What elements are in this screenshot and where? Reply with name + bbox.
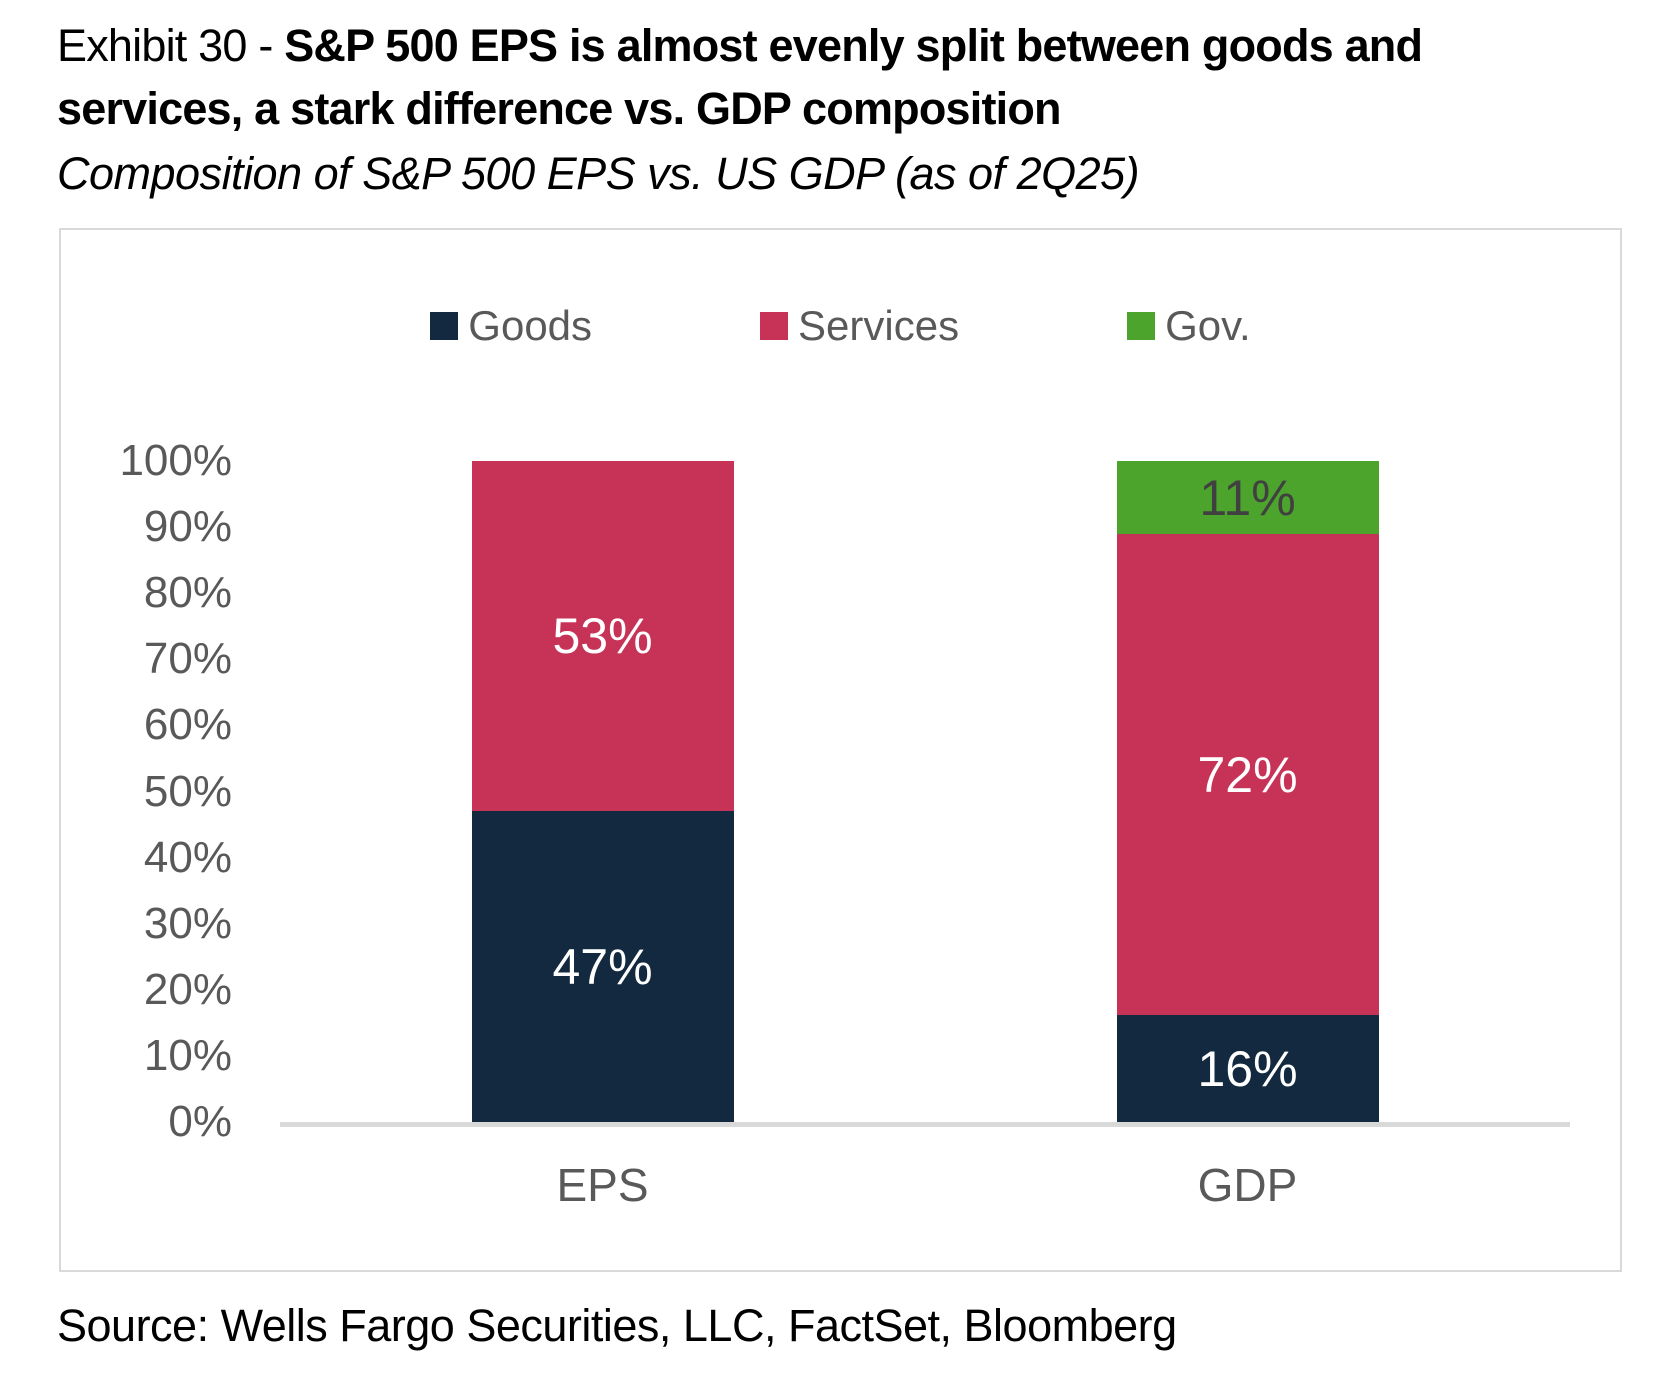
bar-value-label: 16% — [1197, 1040, 1298, 1097]
y-axis-tick-label: 70% — [143, 634, 232, 684]
bar-segment-eps-goods: 47% — [471, 811, 734, 1122]
y-axis-tick-label: 60% — [143, 700, 232, 750]
legend-swatch-icon — [1127, 312, 1156, 340]
bar-value-label: 53% — [552, 608, 653, 665]
legend-swatch-icon — [760, 312, 789, 340]
bar-segment-gdp-goods: 16% — [1116, 1015, 1379, 1122]
plot-area: 47% 53% 16% 72% 11% — [280, 461, 1570, 1122]
chart-frame: Goods Services Gov. 0% 10% 20% 30% 40% 50% 60% 70… — [59, 228, 1622, 1272]
exhibit-number: Exhibit 30 - — [57, 20, 285, 71]
exhibit-headline: S&P 500 EPS is almost evenly split betwe… — [57, 20, 1423, 134]
legend-item-services: Services — [760, 302, 959, 350]
bar-segment-eps-services: 53% — [471, 461, 734, 812]
y-axis-tick-label: 0% — [168, 1097, 232, 1146]
bar-segment-gdp-gov: 11% — [1116, 461, 1379, 535]
x-axis-label-gdp: GDP — [1197, 1159, 1298, 1211]
exhibit-title: Exhibit 30 - S&P 500 EPS is almost evenl… — [57, 14, 1527, 140]
legend-item-goods: Goods — [430, 302, 592, 350]
legend-label: Gov. — [1165, 302, 1251, 349]
y-axis-tick-label: 40% — [143, 832, 232, 882]
y-axis-tick-label: 10% — [143, 1030, 232, 1080]
bar-value-label: 72% — [1197, 746, 1298, 803]
y-axis-tick-label: 20% — [143, 964, 232, 1014]
y-axis-tick-label: 50% — [143, 766, 232, 816]
legend-label: Services — [798, 302, 960, 349]
legend-item-gov: Gov. — [1127, 302, 1251, 350]
bar-value-label: 47% — [552, 938, 653, 995]
y-axis-tick-label: 30% — [143, 898, 232, 948]
chart-subtitle: Composition of S&P 500 EPS vs. US GDP (a… — [57, 148, 1140, 199]
source-note: Source: Wells Fargo Securities, LLC, Fac… — [57, 1300, 1177, 1351]
y-axis-tick-label: 100% — [119, 436, 232, 485]
legend-label: Goods — [468, 302, 593, 349]
x-axis-line — [280, 1122, 1570, 1127]
x-axis-label-eps: EPS — [556, 1159, 649, 1211]
legend-swatch-icon — [430, 312, 459, 340]
y-axis-tick-label: 80% — [143, 568, 232, 618]
bar-segment-gdp-services: 72% — [1116, 534, 1379, 1016]
y-axis-labels: 0% 10% 20% 30% 40% 50% 60% 70% 80% 90% 100% — [61, 437, 232, 1146]
chart-legend: Goods Services Gov. — [61, 302, 1620, 350]
x-axis-labels: EPS GDP — [280, 1158, 1570, 1218]
y-axis-tick-label: 90% — [143, 502, 232, 552]
bar-value-label: 11% — [1199, 469, 1296, 526]
